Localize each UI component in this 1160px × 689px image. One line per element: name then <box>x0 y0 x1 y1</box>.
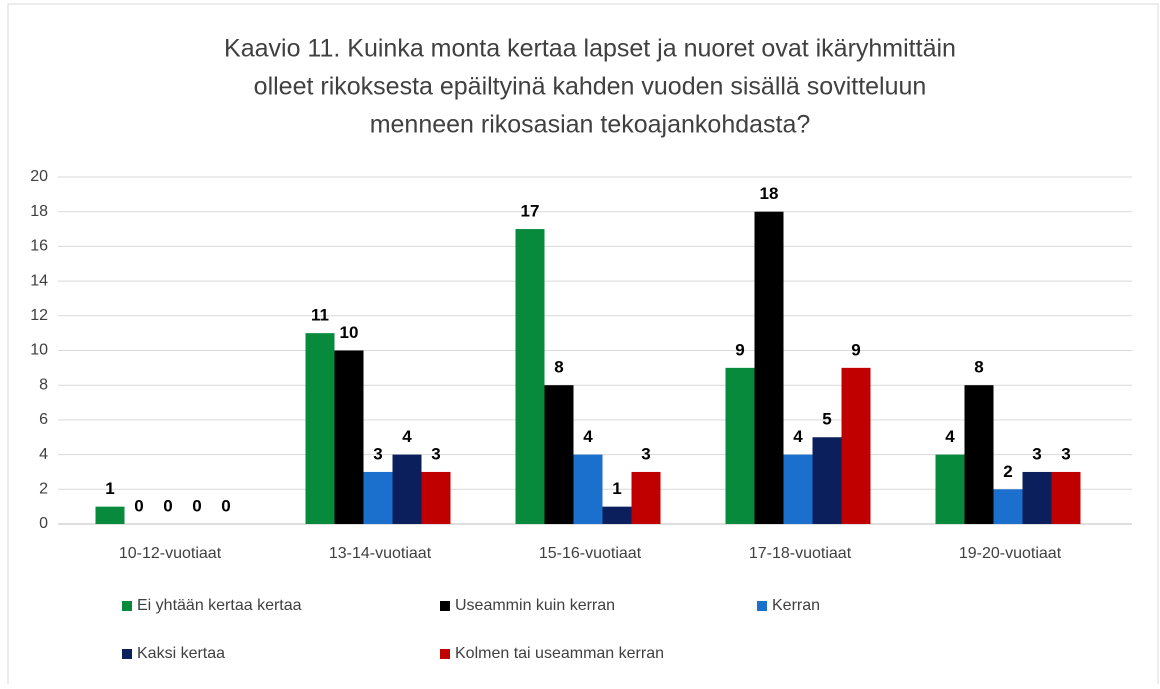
bar <box>725 367 755 524</box>
x-tick-label: 15-16-vuotiaat <box>539 545 642 562</box>
bar <box>812 437 842 524</box>
bar <box>602 506 632 524</box>
value-label: 4 <box>945 427 955 446</box>
legend-swatch <box>122 601 132 611</box>
bar <box>935 454 965 524</box>
value-label: 10 <box>340 323 359 342</box>
y-tick-label: 16 <box>30 238 48 255</box>
value-label: 8 <box>974 358 983 377</box>
legend-swatch <box>440 649 450 659</box>
bar <box>363 471 393 524</box>
value-label: 4 <box>583 427 593 446</box>
bar <box>1051 471 1081 524</box>
bar <box>95 506 125 524</box>
chart-title: olleet rikoksesta epäiltyinä kahden vuod… <box>254 73 927 101</box>
value-label: 2 <box>1003 462 1012 481</box>
bar <box>783 454 813 524</box>
y-tick-label: 4 <box>39 446 48 463</box>
x-tick-label: 13-14-vuotiaat <box>329 545 432 562</box>
value-label: 3 <box>373 444 382 463</box>
value-label: 8 <box>554 358 563 377</box>
value-label: 4 <box>402 427 412 446</box>
value-label: 17 <box>521 202 540 221</box>
bar <box>392 454 422 524</box>
value-label: 1 <box>612 479 621 498</box>
legend-label: Useammin kuin kerran <box>455 597 615 614</box>
bar <box>1022 471 1052 524</box>
y-tick-label: 8 <box>39 376 48 393</box>
x-tick-label: 17-18-vuotiaat <box>749 545 852 562</box>
chart-title: Kaavio 11. Kuinka monta kertaa lapset ja… <box>224 35 956 63</box>
y-tick-label: 6 <box>39 411 48 428</box>
legend-swatch <box>440 601 450 611</box>
chart-border <box>7 3 1159 689</box>
legend-label: Kolmen tai useamman kerran <box>455 645 664 662</box>
value-label: 0 <box>221 496 230 515</box>
bar <box>841 367 871 524</box>
y-tick-label: 0 <box>39 515 48 532</box>
y-tick-label: 18 <box>30 203 48 220</box>
value-label: 5 <box>822 410 831 429</box>
bar <box>334 350 364 524</box>
legend-label: Kerran <box>772 597 820 614</box>
legend-swatch <box>757 601 767 611</box>
value-label: 0 <box>163 496 172 515</box>
y-tick-label: 10 <box>30 342 48 359</box>
x-tick-label: 19-20-vuotiaat <box>959 545 1062 562</box>
y-tick-label: 14 <box>30 272 48 289</box>
value-label: 3 <box>1061 444 1070 463</box>
legend-swatch <box>122 649 132 659</box>
bar <box>964 385 994 524</box>
bar <box>515 229 545 525</box>
y-tick-label: 2 <box>39 481 48 498</box>
bar <box>573 454 603 524</box>
value-label: 3 <box>431 444 440 463</box>
bar <box>305 333 335 524</box>
value-label: 1 <box>105 479 114 498</box>
value-label: 3 <box>641 444 650 463</box>
value-label: 4 <box>793 427 803 446</box>
chart-title: menneen rikosasian tekoajankohdasta? <box>370 111 811 139</box>
value-label: 0 <box>192 496 201 515</box>
bar <box>993 489 1023 524</box>
y-tick-label: 12 <box>30 307 48 324</box>
value-label: 3 <box>1032 444 1041 463</box>
bar <box>544 385 574 524</box>
bar <box>421 471 451 524</box>
value-label: 9 <box>735 340 744 359</box>
value-label: 0 <box>134 496 143 515</box>
value-label: 18 <box>760 184 779 203</box>
x-tick-label: 10-12-vuotiaat <box>119 545 222 562</box>
bar <box>754 211 784 524</box>
value-label: 11 <box>311 306 329 325</box>
value-label: 9 <box>851 340 860 359</box>
y-tick-label: 20 <box>30 168 48 185</box>
bar <box>631 471 661 524</box>
legend-label: Kaksi kertaa <box>137 645 225 662</box>
legend-label: Ei yhtään kertaa kertaa <box>137 597 302 614</box>
